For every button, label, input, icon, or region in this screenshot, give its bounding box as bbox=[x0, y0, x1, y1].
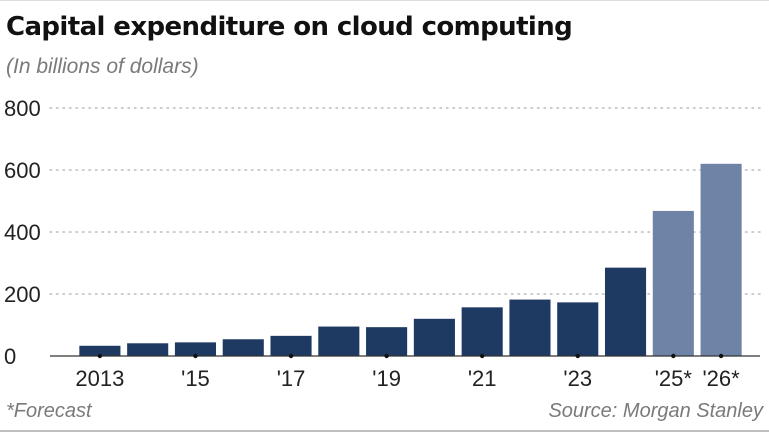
y-tick-label: 800 bbox=[4, 96, 41, 121]
top-rule bbox=[0, 0, 769, 1]
y-tick-label: 400 bbox=[4, 220, 41, 245]
source-note: Source: Morgan Stanley bbox=[548, 400, 763, 422]
x-tick-mark bbox=[718, 353, 724, 359]
bar bbox=[174, 342, 217, 356]
bar bbox=[270, 335, 312, 356]
x-tick-mark bbox=[288, 353, 294, 359]
bar bbox=[557, 302, 599, 356]
x-tick-label: '19 bbox=[372, 366, 401, 391]
bar bbox=[413, 318, 455, 356]
forecast-footnote: *Forecast bbox=[6, 400, 92, 422]
bottom-rule bbox=[0, 430, 769, 432]
x-tick-mark bbox=[671, 353, 676, 359]
x-tick-label: '25* bbox=[655, 366, 693, 391]
bar bbox=[79, 345, 121, 356]
bar bbox=[318, 326, 360, 356]
bar bbox=[461, 307, 503, 356]
bar bbox=[700, 163, 742, 356]
chart-title: Capital expenditure on cloud computing bbox=[6, 12, 573, 42]
x-tick-label: '17 bbox=[277, 366, 306, 391]
x-tick-label: '23 bbox=[563, 366, 592, 391]
bar bbox=[127, 343, 169, 356]
x-tick-mark bbox=[575, 353, 580, 359]
y-tick-label: 0 bbox=[4, 344, 16, 369]
x-tick-mark bbox=[479, 353, 485, 359]
y-tick-label: 200 bbox=[4, 282, 41, 307]
bar bbox=[366, 327, 408, 356]
bar bbox=[652, 210, 694, 356]
x-tick-mark bbox=[193, 353, 198, 359]
bar bbox=[509, 299, 551, 356]
x-tick-label: '15 bbox=[181, 366, 210, 391]
x-tick-mark bbox=[97, 353, 103, 359]
x-tick-label: 2013 bbox=[75, 366, 124, 391]
x-tick-mark bbox=[384, 353, 389, 359]
x-tick-label: '21 bbox=[468, 366, 497, 391]
chart-subtitle: (In billions of dollars) bbox=[6, 55, 199, 78]
bar bbox=[604, 267, 647, 356]
bar bbox=[222, 339, 264, 356]
y-tick-label: 600 bbox=[4, 158, 41, 183]
x-tick-label: '26* bbox=[702, 366, 740, 391]
